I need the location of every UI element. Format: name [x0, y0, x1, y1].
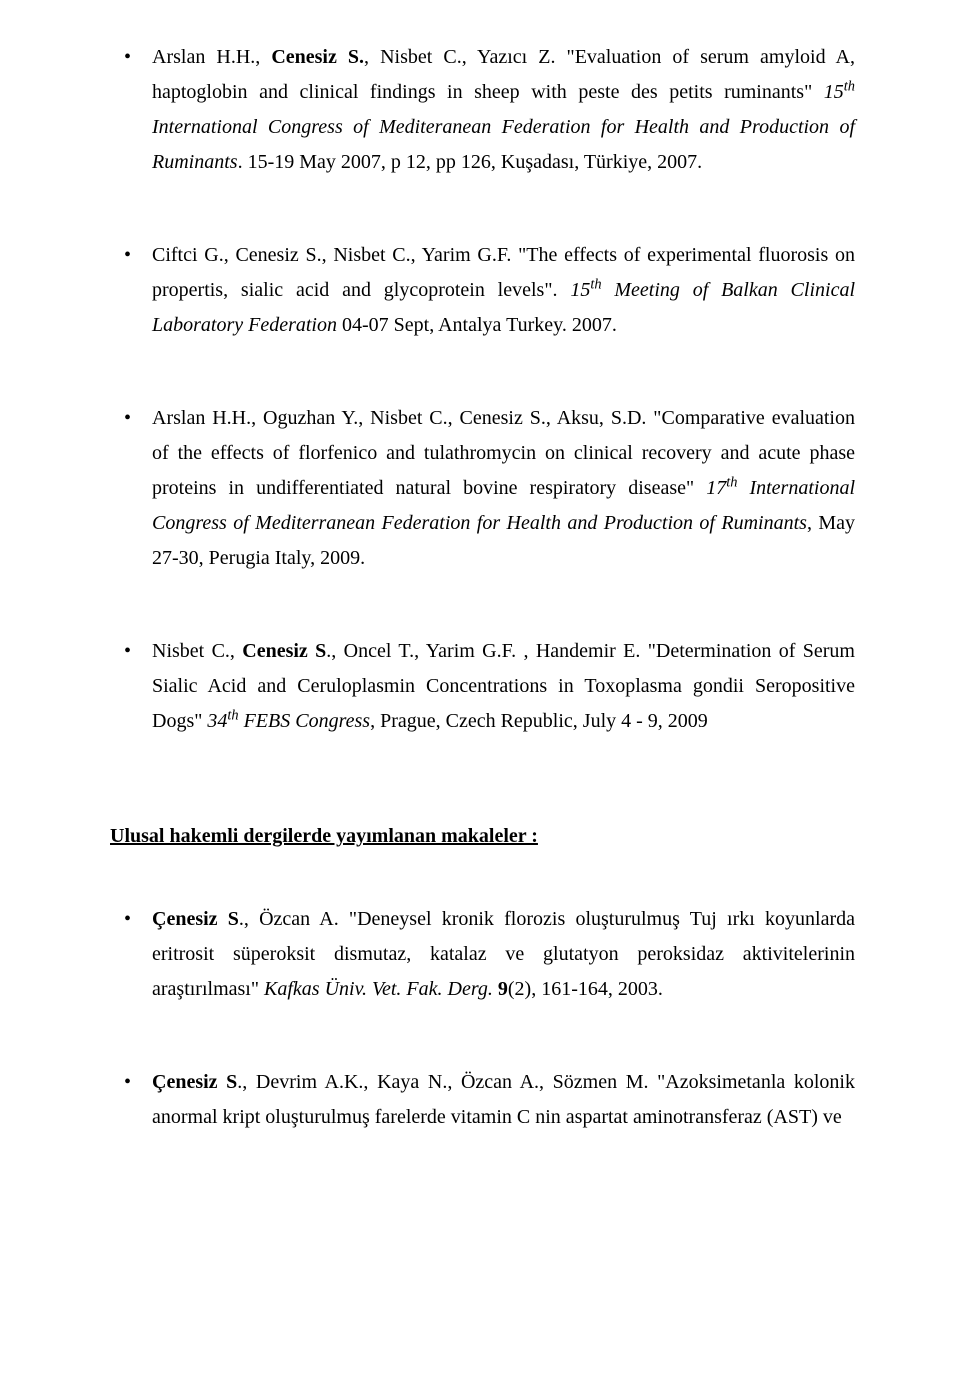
publication-entry: Arslan H.H., Cenesiz S., Nisbet C., Yazı… — [110, 40, 855, 180]
publication-list-top: Arslan H.H., Cenesiz S., Nisbet C., Yazı… — [110, 40, 855, 739]
publication-entry: Nisbet C., Cenesiz S., Oncel T., Yarim G… — [110, 634, 855, 739]
publication-entry: Çenesiz S., Özcan A. "Deneysel kronik fl… — [110, 902, 855, 1007]
publication-entry: Çenesiz S., Devrim A.K., Kaya N., Özcan … — [110, 1065, 855, 1135]
publication-entry: Ciftci G., Cenesiz S., Nisbet C., Yarim … — [110, 238, 855, 343]
section-heading: Ulusal hakemli dergilerde yayımlanan mak… — [110, 819, 855, 854]
publication-entry: Arslan H.H., Oguzhan Y., Nisbet C., Cene… — [110, 401, 855, 576]
publication-list-bottom: Çenesiz S., Özcan A. "Deneysel kronik fl… — [110, 902, 855, 1135]
